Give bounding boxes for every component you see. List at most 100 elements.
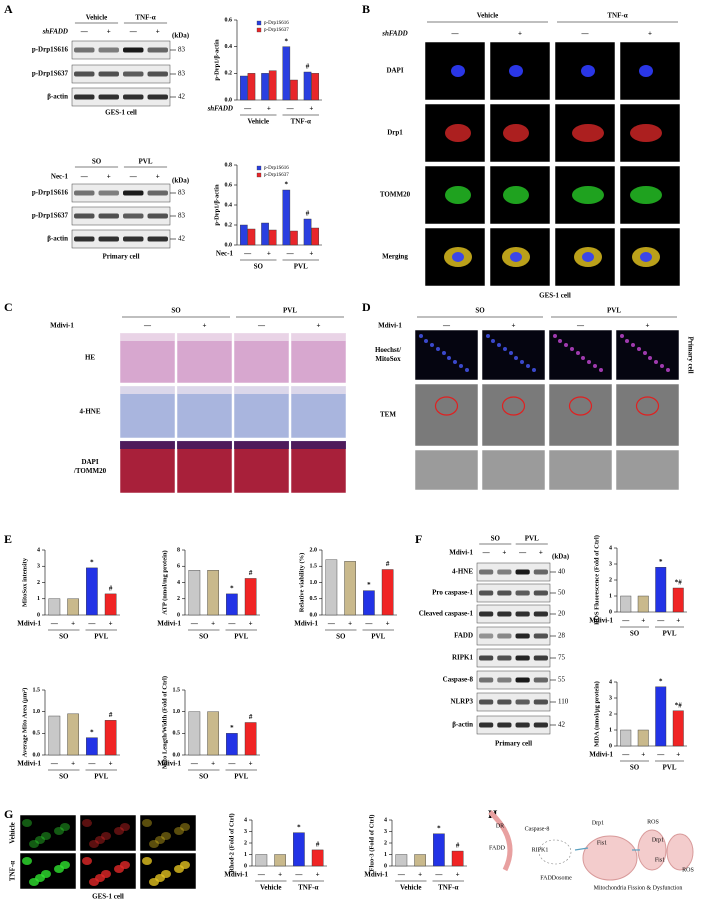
signal [509,351,513,355]
signal [637,347,641,351]
y-tick-label: 6 [177,564,180,570]
x-tick-label: — [87,760,96,768]
y-axis-label: Relative viability (%) [298,553,305,613]
kda-label: 40 [558,568,566,576]
signal [430,343,434,347]
signal [581,356,585,360]
diagram-label: ROS [647,819,659,825]
diagram-label: Mitochondria [594,885,627,891]
kda-label: 83 [178,212,186,220]
kda-label: 83 [178,189,186,197]
roi-outline [568,396,593,416]
x-tick-label: + [249,760,253,768]
factor-label: shFADD [381,30,407,38]
sign: + [512,322,516,330]
bar [104,593,117,616]
annotation: * [90,728,94,736]
x-tick-label: — [243,105,252,113]
group-label: Vehicle [400,884,422,892]
signal [114,865,124,873]
signal [514,356,518,360]
x-tick-label: + [309,105,313,113]
band [74,94,95,100]
signal [447,356,451,360]
bar [226,593,238,616]
x-tick-label: + [109,620,113,628]
kda-label: 42 [558,721,566,729]
row-label: p-Drp1S616 [32,189,69,197]
y-tick-label: 0.4 [225,202,233,208]
row-label: Merging [382,253,408,261]
bar [451,850,464,867]
y-tick-label: 3 [244,829,247,835]
group-label: PVL [94,773,108,781]
column-label: PVL [525,535,539,543]
signal [29,840,39,848]
bar [104,720,117,756]
row-label: RIPK1 [452,654,474,662]
band [479,677,494,683]
cell-label: Primary cell [102,253,139,261]
y-tick-label: 1.0 [33,709,41,715]
y-tick-label: 0.6 [225,17,233,23]
bar [282,189,291,246]
column-label: SO [475,307,485,315]
row-label: β-actin [452,721,473,729]
band [479,611,494,617]
y-axis-label: MDA (nmol/μg protein) [593,681,600,747]
y-axis-label: p-Drp1/β-actin [213,39,220,81]
y-tick-label: 2 [609,711,612,717]
sign: — [80,28,89,36]
row-label: 4-HNE [80,408,101,416]
bar [86,737,98,756]
band [147,71,168,77]
x-tick-label: — [621,617,630,625]
x-tick-label: + [249,620,253,628]
y-tick-label: 1 [244,852,247,858]
micrograph [548,449,613,491]
x-tick-label: — [227,620,236,628]
bar [344,561,356,616]
micrograph [290,440,347,494]
y-tick-label: 2 [244,840,247,846]
band [479,655,494,661]
annotation: # [306,63,310,71]
bar [67,713,79,756]
x-tick-label: + [386,620,390,628]
sign: + [502,549,506,557]
signal [54,827,64,835]
micrograph [176,440,233,494]
signal [503,347,507,351]
signal [22,819,32,827]
bar [207,570,219,616]
group-label: SO [59,633,69,641]
signal [599,368,603,372]
roi-outline [434,396,459,416]
tissue-surface [120,441,175,449]
legend-label: p-Drp1S637 [264,28,289,33]
band [147,236,168,242]
y-tick-label: 0 [37,612,40,618]
panel-letter: A [4,2,13,16]
bar [637,595,649,613]
micrograph [233,385,290,439]
x-tick-label: + [316,871,320,879]
cell-label: Primary cell [686,336,694,373]
y-axis-label: Fluo-3 (Fold of Ctrl) [368,815,375,872]
y-tick-label: 1 [384,852,387,858]
row-label: Caspase-8 [443,676,474,684]
x-tick-label: — [227,760,236,768]
signal [630,186,662,204]
group-label: Vehicle [247,118,269,126]
signal [581,65,595,77]
tissue-surface [234,333,289,341]
signal [491,339,495,343]
bar [311,849,324,867]
x-tick-label: — [364,620,373,628]
bar [303,218,312,246]
factor-label: Mdivi-1 [449,549,473,557]
band [533,590,548,596]
x-tick-label: — [286,105,295,113]
signal [22,857,32,865]
micrograph [176,332,233,384]
